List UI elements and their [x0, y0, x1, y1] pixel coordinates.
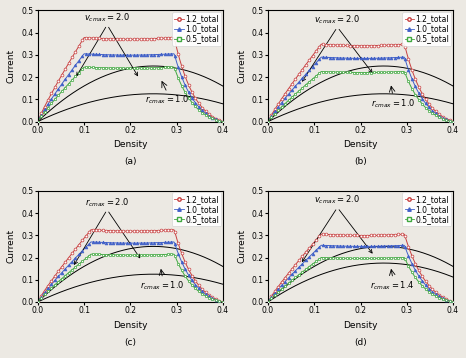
Text: $v_{cmax}=2.0$: $v_{cmax}=2.0$ [314, 14, 361, 26]
X-axis label: Density: Density [113, 140, 148, 149]
Text: $v_{cmax}=2.0$: $v_{cmax}=2.0$ [84, 11, 130, 24]
Text: $r_{cmax}=1.0$: $r_{cmax}=1.0$ [140, 280, 185, 292]
Y-axis label: Current: Current [237, 49, 246, 83]
Legend: 1.2_total, 1.0_total, 0.5_total: 1.2_total, 1.0_total, 0.5_total [172, 192, 221, 226]
Text: $r_{cmax}=1.4$: $r_{cmax}=1.4$ [370, 280, 415, 292]
X-axis label: Density: Density [113, 321, 148, 330]
Legend: 1.2_total, 1.0_total, 0.5_total: 1.2_total, 1.0_total, 0.5_total [402, 12, 452, 46]
Text: (c): (c) [124, 338, 136, 347]
Text: $v_{cmax}=2.0$: $v_{cmax}=2.0$ [314, 194, 361, 207]
Text: $r_{cmax}=1.0$: $r_{cmax}=1.0$ [145, 94, 190, 106]
Text: $r_{cmax}=2.0$: $r_{cmax}=2.0$ [85, 196, 130, 209]
Text: (d): (d) [354, 338, 367, 347]
Text: (a): (a) [124, 157, 137, 166]
X-axis label: Density: Density [343, 140, 378, 149]
Y-axis label: Current: Current [7, 229, 16, 263]
Text: $r_{cmax}=1.0$: $r_{cmax}=1.0$ [370, 97, 415, 110]
Legend: 1.2_total, 1.0_total, 0.5_total: 1.2_total, 1.0_total, 0.5_total [172, 12, 221, 46]
Y-axis label: Current: Current [237, 229, 246, 263]
Legend: 1.2_total, 1.0_total, 0.5_total: 1.2_total, 1.0_total, 0.5_total [402, 192, 452, 226]
Text: (b): (b) [354, 157, 367, 166]
X-axis label: Density: Density [343, 321, 378, 330]
Y-axis label: Current: Current [7, 49, 16, 83]
